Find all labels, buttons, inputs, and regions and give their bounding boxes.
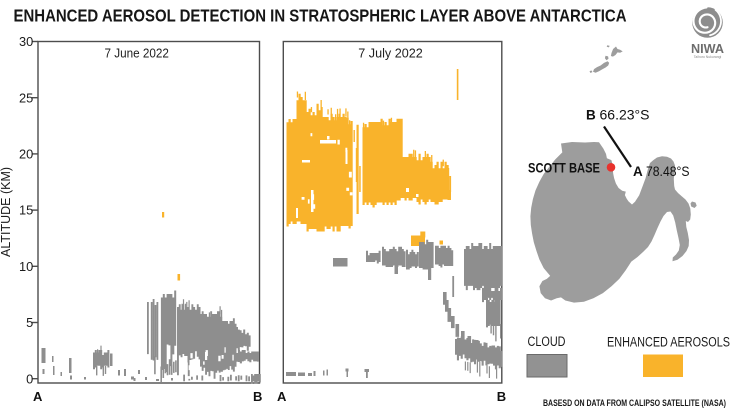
svg-text:SCOTT BASE: SCOTT BASE — [528, 161, 600, 176]
svg-text:0: 0 — [26, 371, 33, 386]
svg-text:15: 15 — [19, 203, 33, 218]
svg-text:7 June 2022: 7 June 2022 — [104, 46, 169, 61]
svg-text:5: 5 — [26, 315, 33, 330]
svg-text:78.48°S: 78.48°S — [646, 164, 690, 179]
svg-text:NIWA: NIWA — [691, 41, 724, 56]
svg-text:20: 20 — [19, 147, 33, 162]
svg-text:B: B — [253, 389, 262, 404]
svg-text:B: B — [497, 389, 506, 404]
svg-text:ENHANCED AEROSOL DETECTION IN: ENHANCED AEROSOL DETECTION IN STRATOSPHE… — [14, 6, 627, 26]
svg-text:Taihoro Nukurangi: Taihoro Nukurangi — [694, 55, 722, 59]
svg-text:A: A — [633, 164, 643, 179]
svg-text:ENHANCED AEROSOLS: ENHANCED AEROSOLS — [607, 335, 730, 350]
svg-text:30: 30 — [19, 34, 33, 49]
svg-text:25: 25 — [19, 90, 33, 105]
svg-text:66.23°S: 66.23°S — [600, 108, 650, 123]
svg-text:7 July 2022: 7 July 2022 — [358, 46, 423, 61]
svg-text:ALTITUDE (KM): ALTITUDE (KM) — [0, 167, 13, 257]
svg-text:BASESD ON DATA FROM CALIPSO SA: BASESD ON DATA FROM CALIPSO SATELLITE (N… — [543, 398, 726, 408]
svg-text:A: A — [33, 389, 43, 404]
svg-text:B: B — [586, 108, 596, 123]
svg-text:10: 10 — [19, 259, 33, 274]
svg-text:CLOUD: CLOUD — [528, 334, 566, 349]
svg-text:A: A — [277, 389, 287, 404]
